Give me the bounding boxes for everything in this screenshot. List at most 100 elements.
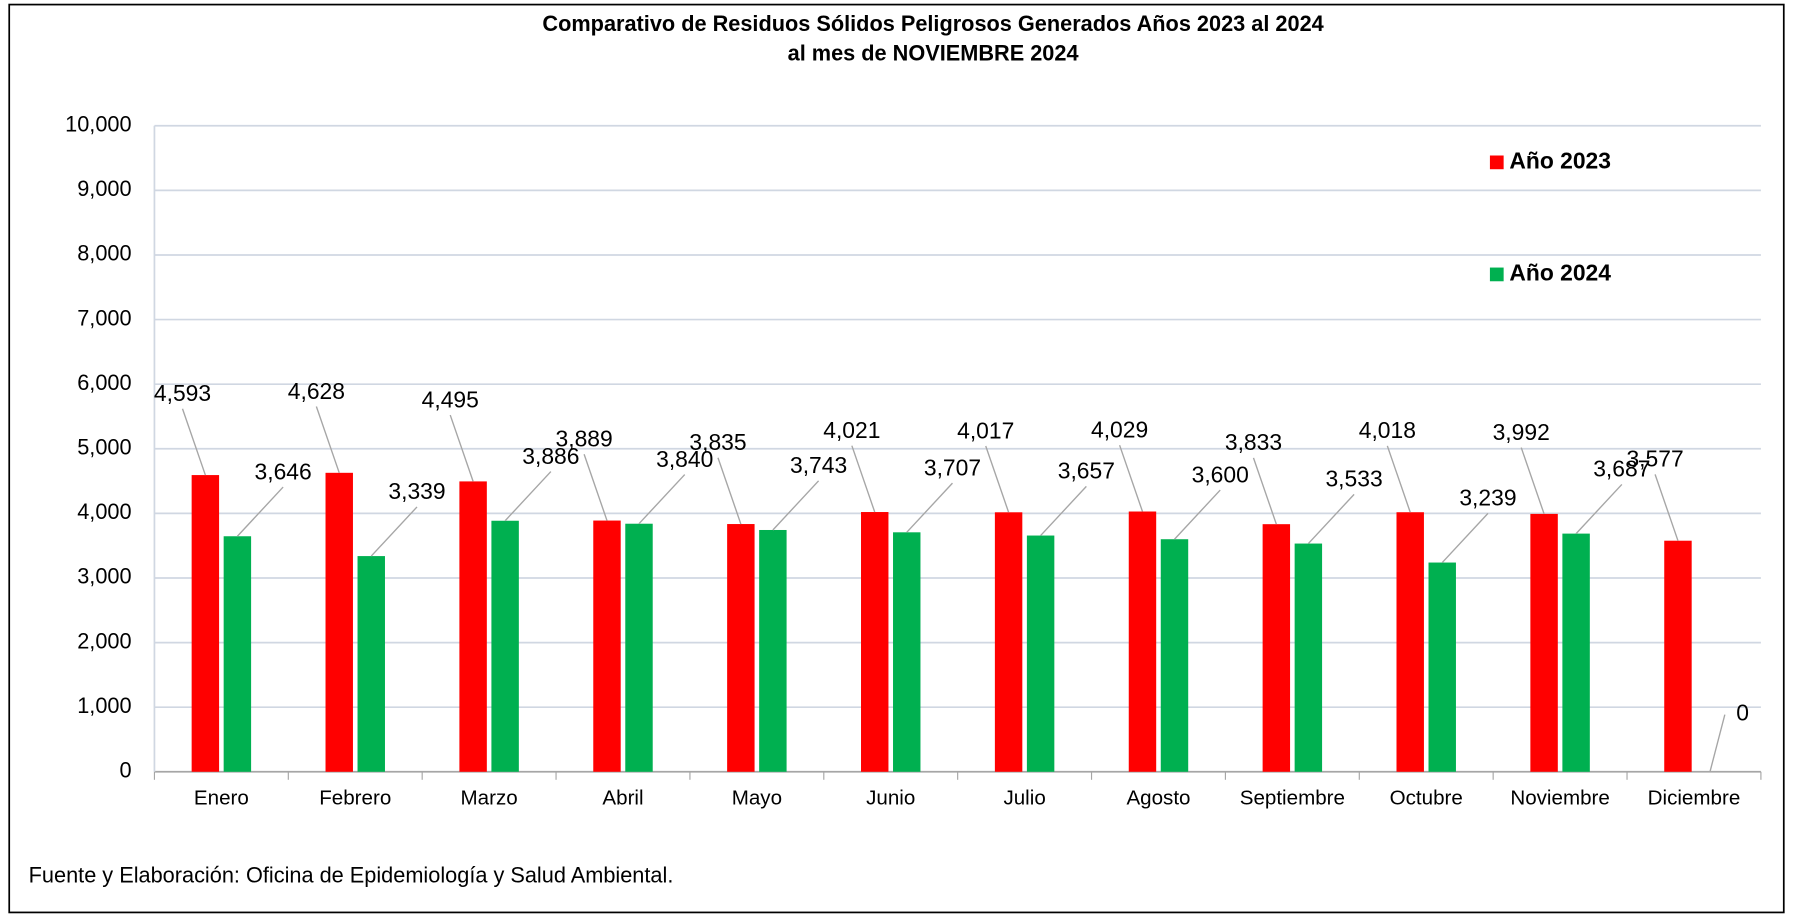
bar — [1562, 533, 1590, 772]
leader-line — [1252, 457, 1277, 525]
x-tick-label: Febrero — [319, 787, 391, 810]
data-label: 3,992 — [1493, 419, 1550, 445]
leader-line — [449, 414, 474, 482]
data-label: 3,840 — [656, 446, 713, 472]
leader-line — [315, 406, 340, 474]
legend-swatch — [1489, 155, 1504, 170]
leader-line — [1520, 447, 1545, 515]
leader-line — [1307, 493, 1355, 545]
bar — [1160, 539, 1189, 772]
y-tick-label: 6,000 — [77, 370, 131, 395]
data-label: 3,743 — [790, 452, 847, 478]
bar — [357, 556, 385, 772]
data-label: 3,577 — [1626, 446, 1683, 472]
bar — [191, 475, 220, 772]
bar — [625, 523, 653, 772]
y-tick-label: 1,000 — [77, 693, 131, 718]
leader-line — [851, 445, 876, 513]
y-tick-label: 2,000 — [77, 628, 131, 653]
legend-label: Año 2024 — [1509, 259, 1611, 285]
leader-line — [1575, 483, 1623, 535]
data-label: 3,687 — [1593, 456, 1650, 482]
bar — [1396, 512, 1424, 772]
legend-label: Año 2023 — [1509, 147, 1611, 173]
data-label: 3,835 — [689, 429, 746, 455]
data-label: 4,021 — [823, 417, 880, 443]
x-tick-label: Abril — [602, 787, 643, 810]
bar — [861, 512, 889, 772]
y-tick-label: 8,000 — [77, 241, 131, 266]
data-label: 4,017 — [957, 417, 1014, 443]
y-tick-label: 10,000 — [65, 112, 131, 137]
data-label: 3,533 — [1325, 466, 1382, 492]
data-label: 3,239 — [1459, 485, 1516, 511]
leader-line — [370, 506, 418, 557]
leader-line — [1040, 485, 1087, 537]
y-tick-label: 0 — [119, 758, 131, 783]
data-label: 0 — [1736, 700, 1749, 726]
legend-swatch — [1489, 267, 1504, 282]
leader-line — [181, 408, 207, 476]
bar — [727, 524, 755, 772]
y-tick-label: 4,000 — [77, 499, 131, 524]
bar — [459, 481, 487, 772]
bar — [1128, 511, 1157, 772]
bar — [593, 520, 621, 772]
x-tick-label: Noviembre — [1510, 787, 1610, 810]
data-label: 3,657 — [1058, 458, 1115, 484]
bar — [1294, 543, 1323, 772]
x-tick-label: Enero — [194, 787, 249, 810]
bar — [1664, 540, 1692, 772]
bar — [1428, 562, 1456, 772]
bar — [325, 472, 353, 772]
leader-line — [236, 486, 284, 537]
source-note: Fuente y Elaboración: Oficina de Epidemi… — [29, 863, 674, 888]
y-tick-label: 7,000 — [77, 305, 131, 330]
leader-line — [504, 471, 552, 522]
leader-line — [1118, 444, 1144, 512]
x-tick-label: Mayo — [732, 787, 782, 810]
data-label: 3,833 — [1225, 429, 1282, 455]
bar — [893, 532, 921, 772]
data-label: 4,593 — [154, 380, 211, 406]
data-label: 3,646 — [255, 458, 312, 484]
leader-line — [1173, 489, 1221, 540]
data-label: 4,495 — [422, 386, 479, 412]
leader-line — [772, 480, 820, 531]
x-tick-label: Junio — [866, 787, 915, 810]
x-tick-label: Julio — [1003, 787, 1045, 810]
bar — [1262, 524, 1291, 772]
leader-line — [583, 454, 608, 521]
bar — [759, 529, 787, 772]
leader-line — [1654, 474, 1679, 541]
data-label: 4,628 — [288, 378, 345, 404]
x-tick-label: Septiembre — [1240, 787, 1345, 810]
bar — [994, 512, 1023, 772]
bar — [1026, 535, 1055, 772]
x-tick-label: Octubre — [1390, 787, 1463, 810]
leader-line — [1441, 512, 1489, 564]
bar — [491, 520, 519, 772]
data-label: 3,339 — [388, 478, 445, 504]
x-tick-label: Diciembre — [1648, 787, 1741, 810]
bar — [1530, 513, 1558, 772]
x-tick-label: Marzo — [461, 787, 518, 810]
leader-line — [638, 474, 686, 525]
x-tick-label: Agosto — [1126, 787, 1190, 810]
data-label: 4,029 — [1091, 417, 1148, 443]
y-tick-label: 9,000 — [77, 176, 131, 201]
y-tick-label: 5,000 — [77, 435, 131, 460]
data-label: 4,018 — [1359, 417, 1416, 443]
y-tick-label: 3,000 — [77, 564, 131, 589]
leader-line — [906, 482, 953, 533]
data-label: 3,707 — [924, 454, 981, 480]
leader-line — [1386, 445, 1411, 513]
bar — [223, 536, 252, 772]
leader-line — [1709, 714, 1726, 772]
chart-subtitle: al mes de NOVIEMBRE 2024 — [788, 41, 1079, 66]
leader-line — [717, 457, 742, 525]
data-label: 3,600 — [1192, 461, 1249, 487]
leader-line — [985, 445, 1010, 513]
chart-title: Comparativo de Residuos Sólidos Peligros… — [542, 11, 1323, 36]
